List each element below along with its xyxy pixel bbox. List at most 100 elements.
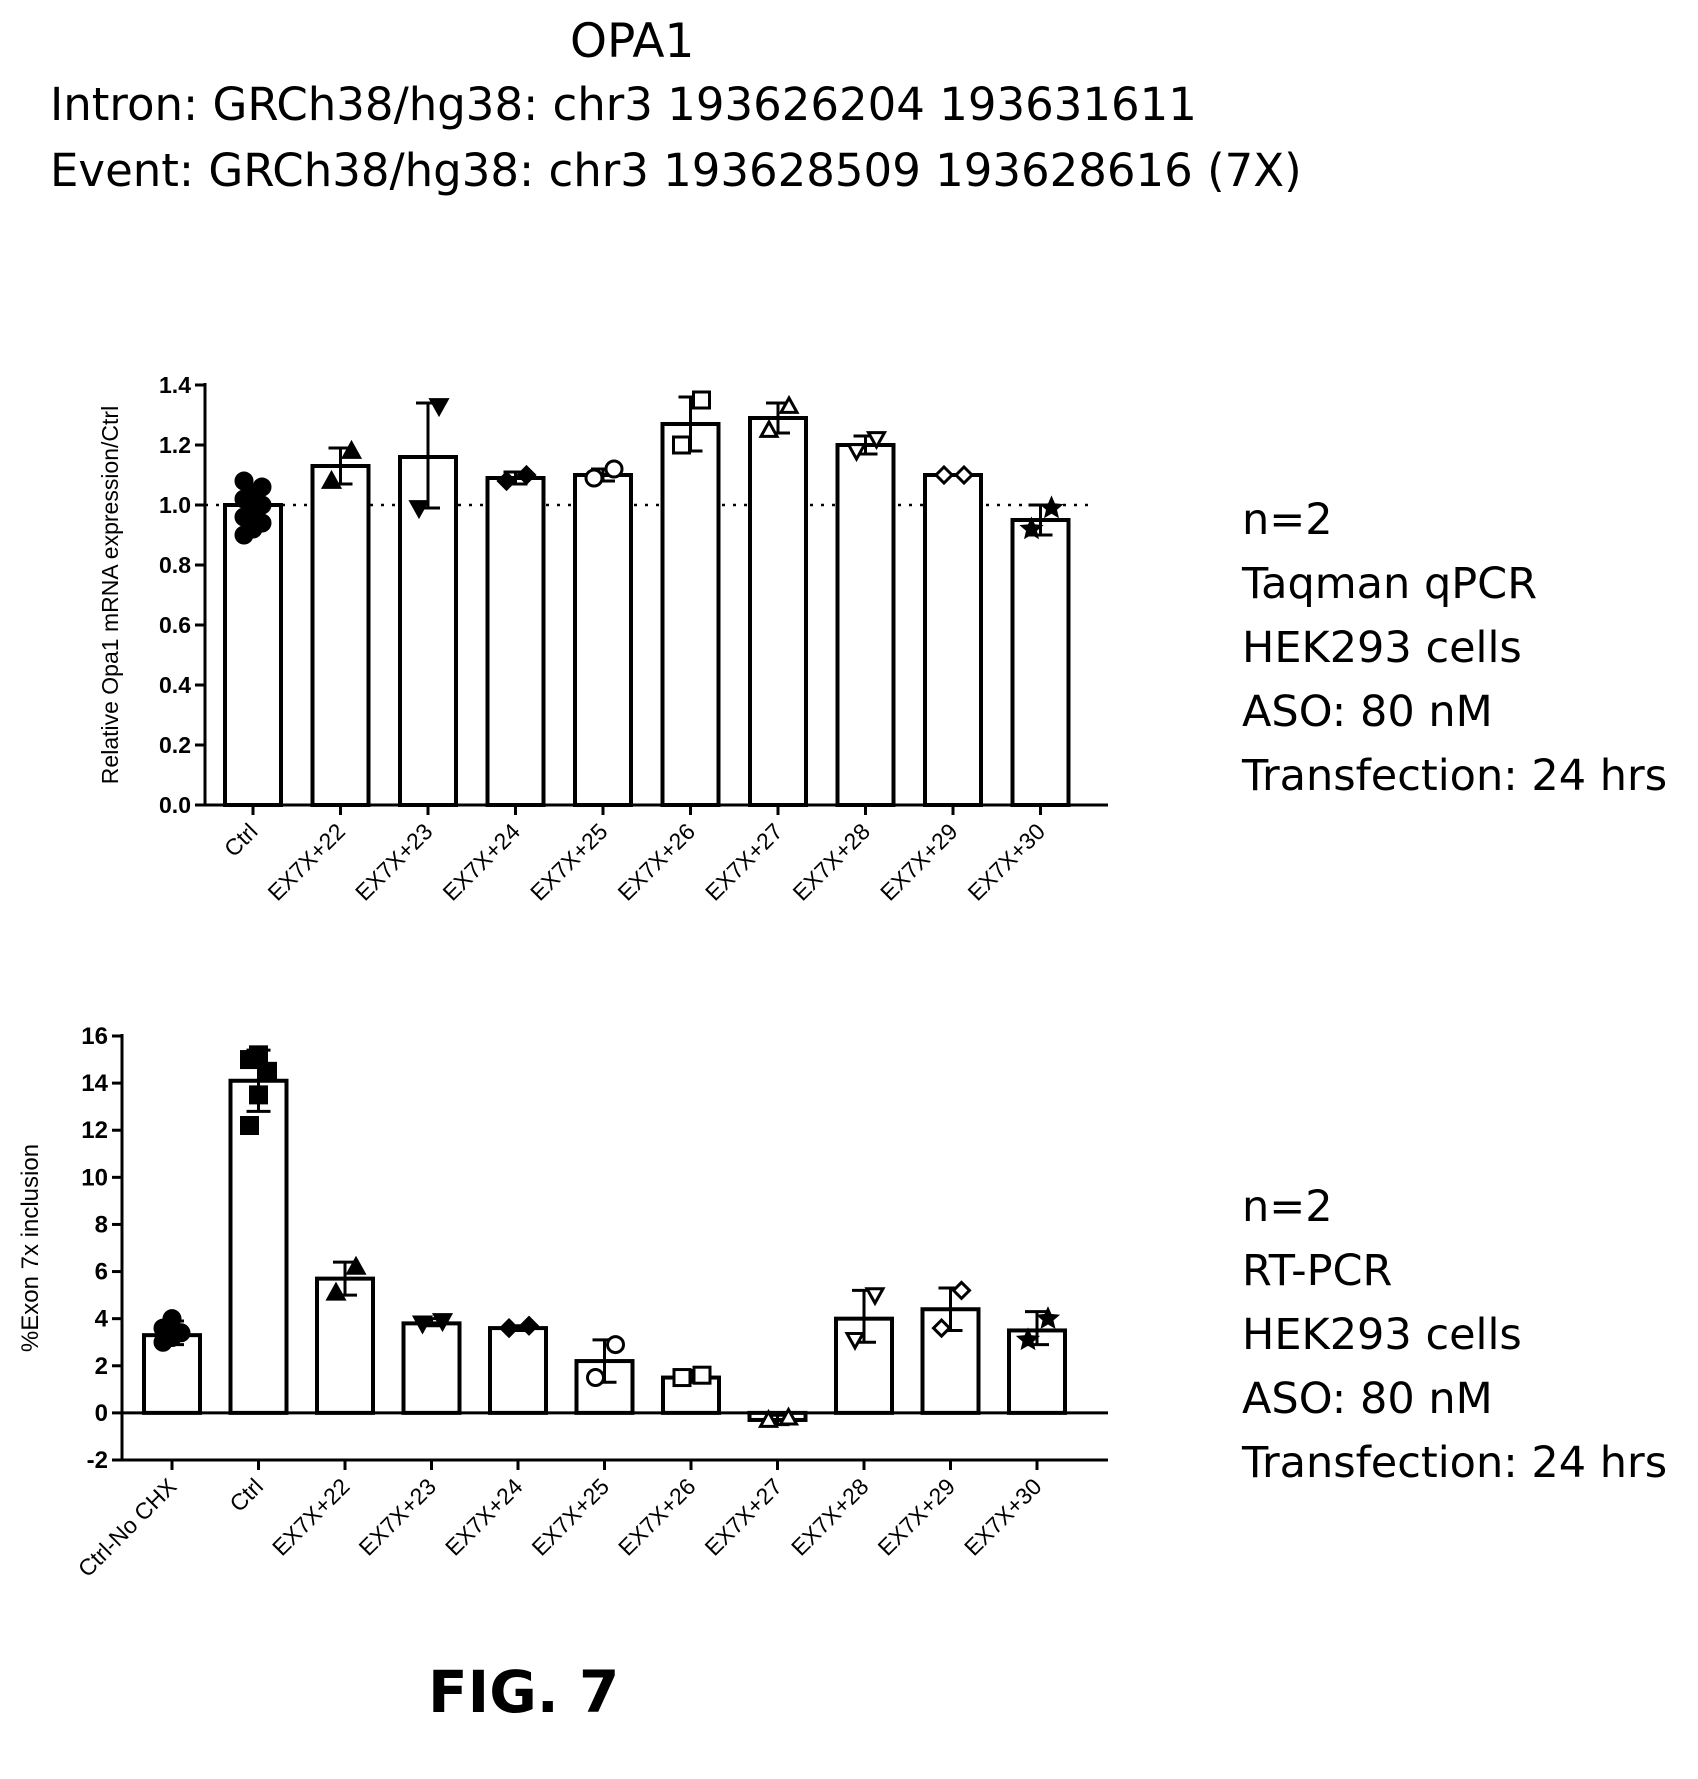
chart2-category-label: EX7X+23 [353,1473,441,1561]
chart2-data-point [864,1287,886,1307]
chart2-data-point [249,1045,268,1065]
chart1-category-label: EX7X+25 [525,818,613,906]
chart2-bar [142,1333,202,1415]
chart2-y-tick-label: 4 [95,1306,109,1333]
chart1-category-label: EX7X+30 [962,818,1050,906]
chart1-data-point [340,439,363,459]
chart1-data-point [1039,495,1064,519]
chart1-bar [748,416,808,807]
chart1-y-tick-label: 0.4 [159,672,191,698]
chart2-data-point [1015,1327,1041,1351]
chart1-data-point [234,471,254,491]
chart2-category-label: EX7X+25 [526,1473,614,1561]
chart1-category-label: EX7X+29 [875,818,963,906]
chart1-data-point [408,500,430,520]
chart1-data-point [584,468,604,488]
chart2-y-tick-label: 16 [81,1023,108,1050]
chart2-category-label: EX7X+24 [440,1473,528,1561]
chart2-annotation-method: RT-PCR [1242,1246,1393,1296]
figure-title: OPA1 [570,14,695,69]
chart1-data-point [428,398,450,418]
chart2-category-label: EX7X+29 [872,1473,960,1561]
chart2-annotation-cells: HEK293 cells [1242,1310,1522,1360]
chart2-category-label: EX7X+28 [786,1473,874,1561]
chart1-data-point [252,477,272,497]
chart2-data-point [586,1368,605,1388]
chart2-data-point [951,1280,972,1301]
chart2-y-tick-label: 8 [95,1211,108,1238]
chart2-category-label: Ctrl-No CHX [73,1473,182,1582]
chart1-y-tick-label: 0.8 [159,552,191,578]
chart1-data-point [320,469,343,489]
chart1-bar [660,422,721,807]
chart2-data-point [606,1335,625,1355]
chart1-y-axis-label: Relative Opa1 mRNA expression/Ctrl [97,406,123,784]
chart2-data-point [240,1116,259,1136]
chart2-category-label: EX7X+22 [267,1473,355,1561]
chart1-category-label: Ctrl [219,818,263,862]
chart1-y-tick-label: 1.2 [159,432,191,458]
chart1-category-label: EX7X+22 [262,818,350,906]
chart2-category-label: EX7X+30 [959,1473,1047,1561]
chart2-annotation-n: n=2 [1242,1182,1333,1232]
chart2-data-point [325,1281,347,1301]
chart2-data-point [672,1368,692,1388]
chart2-data-point [258,1061,277,1081]
chart2-y-tick-label: -2 [87,1447,108,1474]
chart1-data-point [604,459,624,479]
chart1-bar [1010,518,1071,807]
chart1-category-label: EX7X+23 [350,818,438,906]
chart1-y-tick-label: 0.2 [159,732,191,758]
chart1-y-tick-label: 1.0 [159,492,191,518]
chart1-data-point [672,435,691,455]
chart2-data-point [249,1085,268,1105]
chart1-category-label: EX7X+26 [612,818,700,906]
chart2-data-point [498,1317,520,1339]
event-coordinates: Event: GRCh38/hg38: chr3 193628509 19362… [50,144,1302,197]
chart1-y-tick-label: 0.0 [159,792,191,818]
chart2-data-point [162,1309,182,1329]
chart2-annotation-aso: ASO: 80 nM [1242,1374,1493,1424]
chart1-y-tick-label: 0.6 [159,612,191,638]
chart2-bar [488,1326,548,1415]
chart2-y-tick-label: 2 [95,1353,108,1380]
chart1-bar [223,503,283,807]
chart1-y-tick-label: 1.4 [159,372,191,398]
chart1-category-label: EX7X+24 [437,818,525,906]
chart2-annotations: n=2 RT-PCR HEK293 cells ASO: 80 nM Trans… [1242,1175,1667,1495]
chart2-data-point [1035,1306,1061,1329]
chart1-bar [310,464,371,807]
chart2-y-tick-label: 10 [81,1164,108,1191]
chart2-y-tick-label: 6 [95,1259,108,1286]
chart1-data-point [845,443,868,463]
chart2-data-point [692,1365,712,1385]
chart1-bar [573,473,633,807]
chart1-data-point [692,390,711,410]
chart2-data-point [931,1317,952,1339]
chart2-category-label: EX7X+27 [699,1473,787,1561]
chart2-data-point [171,1323,191,1343]
chart2-bar [228,1078,289,1415]
chart2-category-label: Ctrl [224,1473,268,1517]
chart2-data-point [757,1408,780,1428]
chart1-category-label: EX7X+27 [700,818,788,906]
figure-label: FIG. 7 [428,1658,620,1726]
chart2-data-point [777,1406,800,1426]
chart2-category-label: EX7X+26 [613,1473,701,1561]
chart1-category-label: EX7X+28 [787,818,875,906]
chart2-data-point [345,1255,367,1275]
chart2-y-tick-label: 12 [81,1117,108,1144]
chart1-bar [923,473,983,807]
chart1-bar [835,443,896,807]
chart1-data-point [758,418,780,438]
chart2-data-point [518,1315,540,1336]
chart1-data-point [933,464,955,486]
chart2-bar [315,1276,375,1415]
chart1-annotation-n: n=2 [1242,495,1333,545]
chart1-data-point [1019,516,1044,540]
chart1-data-point [778,394,800,414]
chart1-annotation-transfection: Transfection: 24 hrs [1242,751,1668,801]
chart1-annotation-cells: HEK293 cells [1242,623,1522,673]
chart1-data-point [496,470,517,492]
